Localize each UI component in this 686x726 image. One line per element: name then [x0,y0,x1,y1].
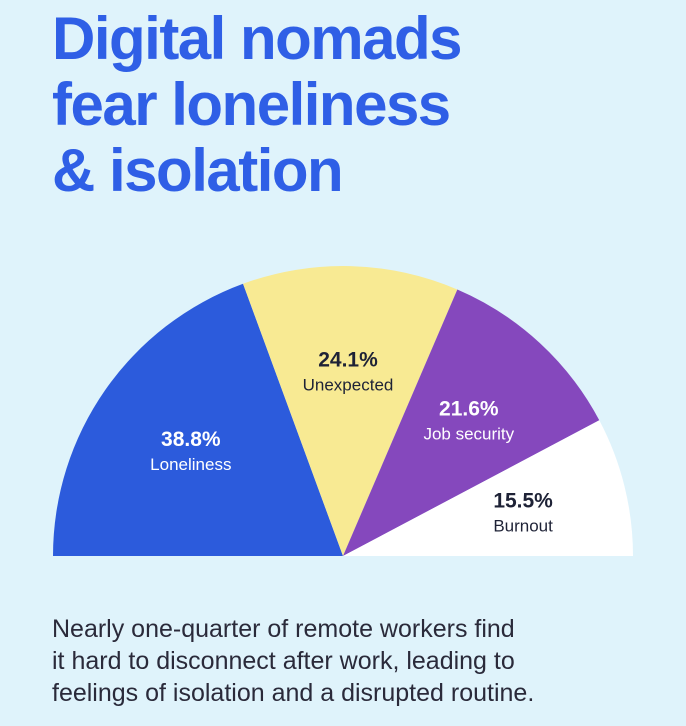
slice-label-unexpected: Unexpected [303,376,394,395]
slice-job-security [343,289,600,556]
slice-unexpected [243,265,458,556]
headline: Digital nomads fear loneliness & isolati… [52,6,652,204]
caption-line-3: feelings of isolation and a disrupted ro… [52,679,535,707]
slice-value-unexpected: 24.1% [318,349,378,372]
headline-line-1: Digital nomads [52,5,463,72]
slice-label-job-security: Job security [423,425,514,444]
slice-loneliness [53,283,343,556]
slice-burnout [343,420,633,556]
caption-line-1: Nearly one-quarter of remote workers fin… [52,615,515,643]
caption-line-2: it hard to disconnect after work, leadin… [52,647,515,675]
caption: Nearly one-quarter of remote workers fin… [52,613,672,709]
slice-value-burnout: 15.5% [493,489,553,512]
slice-label-loneliness: Loneliness [150,455,231,474]
headline-line-2: fear loneliness [52,71,451,138]
headline-line-3: & isolation [52,137,344,204]
slice-value-loneliness: 38.8% [161,428,221,451]
slice-value-job-security: 21.6% [439,398,499,421]
slice-label-burnout: Burnout [493,516,553,535]
